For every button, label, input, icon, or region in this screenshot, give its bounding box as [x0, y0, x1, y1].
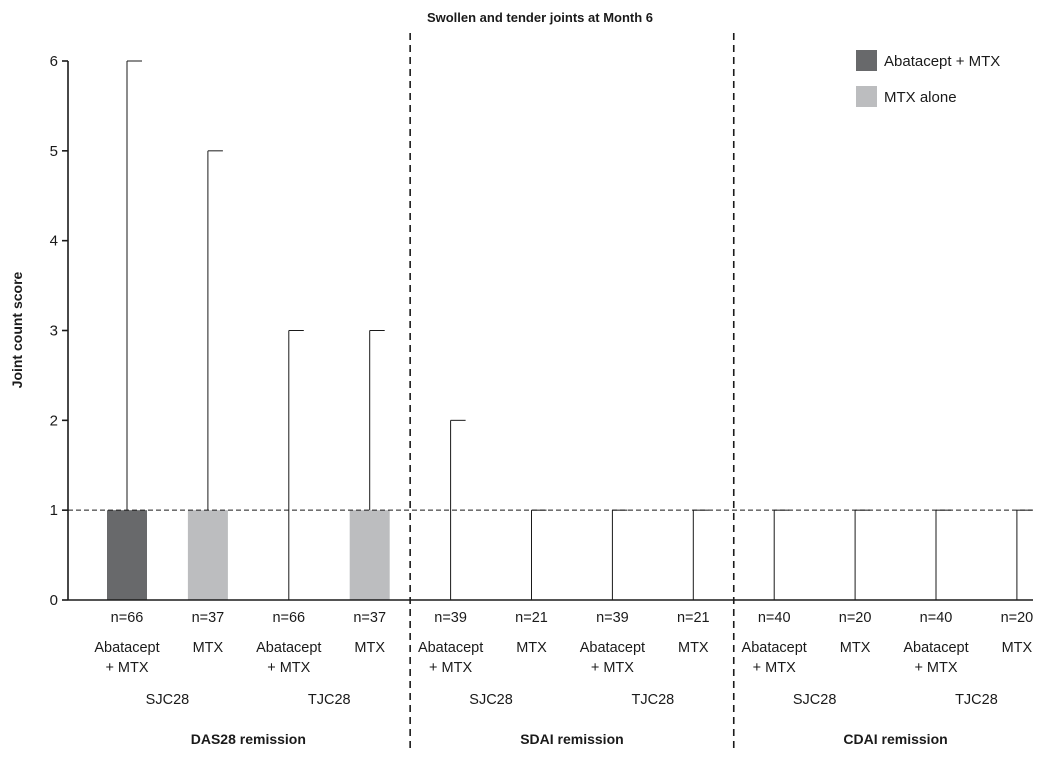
category-label-line2: + MTX — [105, 660, 148, 676]
category-label: MTX — [193, 640, 224, 656]
sample-size-label: n=20 — [1001, 610, 1034, 626]
subgroup-label: TJC28 — [631, 692, 674, 708]
category-label: MTX — [678, 640, 709, 656]
y-tick-label: 2 — [50, 412, 58, 429]
category-label: Abatacept — [903, 640, 968, 656]
group-label: SDAI remission — [520, 731, 623, 747]
category-label: MTX — [516, 640, 547, 656]
category-label: Abatacept — [742, 640, 807, 656]
y-tick-label: 1 — [50, 502, 58, 519]
group-label: CDAI remission — [843, 731, 947, 747]
legend-label: Abatacept + MTX — [884, 53, 1000, 70]
category-label: Abatacept — [256, 640, 321, 656]
category-label: Abatacept — [418, 640, 483, 656]
sample-size-label: n=37 — [192, 610, 225, 626]
legend-label: MTX alone — [884, 89, 957, 106]
bar-4 — [349, 510, 390, 600]
category-label-line2: + MTX — [914, 660, 957, 676]
subgroup-label: TJC28 — [308, 692, 351, 708]
category-label: MTX — [840, 640, 871, 656]
sample-size-label: n=21 — [515, 610, 548, 626]
bar-2 — [187, 510, 228, 600]
sample-size-label: n=20 — [839, 610, 872, 626]
category-label: MTX — [354, 640, 385, 656]
sample-size-label: n=40 — [920, 610, 953, 626]
category-label-line2: + MTX — [267, 660, 310, 676]
category-label-line2: + MTX — [753, 660, 796, 676]
group-label: DAS28 remission — [191, 731, 306, 747]
y-tick-label: 4 — [50, 233, 58, 250]
category-label-line2: + MTX — [429, 660, 472, 676]
sample-size-label: n=37 — [353, 610, 386, 626]
category-label: Abatacept — [94, 640, 159, 656]
y-tick-label: 5 — [50, 143, 58, 160]
category-label: MTX — [1002, 640, 1033, 656]
category-label-line2: + MTX — [591, 660, 634, 676]
y-tick-label: 3 — [50, 323, 58, 340]
sample-size-label: n=66 — [111, 610, 144, 626]
y-axis-label: Joint count score — [9, 271, 25, 388]
bar-1 — [107, 510, 147, 600]
subgroup-label: SJC28 — [146, 692, 190, 708]
subgroup-label: SJC28 — [793, 692, 837, 708]
subgroup-label: TJC28 — [955, 692, 998, 708]
subgroup-label: SJC28 — [469, 692, 513, 708]
legend-swatch — [856, 50, 877, 71]
sample-size-label: n=21 — [677, 610, 710, 626]
sample-size-label: n=39 — [434, 610, 467, 626]
legend-swatch — [856, 86, 877, 107]
sample-size-label: n=39 — [596, 610, 629, 626]
sample-size-label: n=66 — [272, 610, 305, 626]
category-label: Abatacept — [580, 640, 645, 656]
y-tick-label: 0 — [50, 592, 58, 609]
sample-size-label: n=40 — [758, 610, 791, 626]
y-tick-label: 6 — [50, 53, 58, 70]
chart-title: Swollen and tender joints at Month 6 — [427, 10, 653, 25]
